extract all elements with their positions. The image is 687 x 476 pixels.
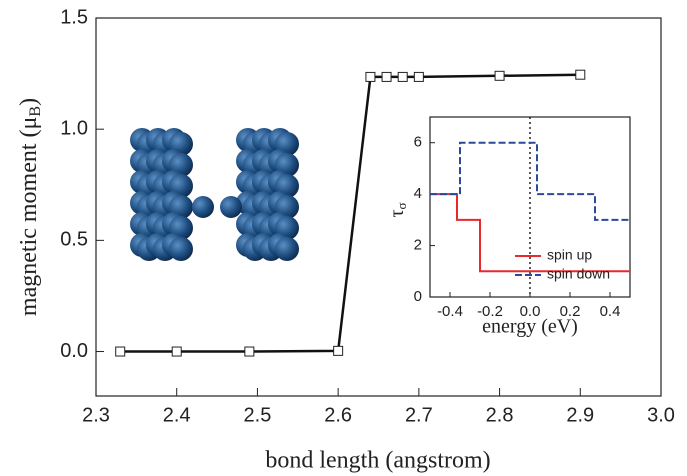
x-tick-label: 0.4: [600, 303, 621, 320]
data-marker: [494, 70, 505, 81]
x-tick-label: -0.2: [477, 303, 503, 320]
y-tick-label: 6: [414, 134, 422, 151]
x-tick-label: 0.0: [520, 303, 541, 320]
data-marker: [365, 71, 376, 82]
atom: [192, 196, 214, 218]
x-tick-label: 2.5: [244, 404, 272, 426]
data-marker: [244, 346, 255, 357]
plot-frame: [95, 17, 662, 397]
data-line: [120, 73, 581, 353]
legend-label: spin down: [547, 266, 610, 282]
atom: [275, 237, 299, 261]
data-marker: [575, 69, 586, 80]
x-axis-label: bond length (angstrom): [265, 448, 490, 474]
x-tick-label: 2.4: [163, 404, 191, 426]
x-tick-label: 2.8: [486, 404, 514, 426]
y-tick-label: 1.0: [60, 117, 88, 139]
inset-x-axis-label: energy (eV): [482, 316, 578, 338]
y-tick-label: 4: [414, 185, 422, 202]
y-tick-label: 2: [414, 237, 422, 254]
x-tick-label: 3.0: [647, 404, 675, 426]
data-marker: [397, 71, 408, 82]
data-marker: [171, 346, 182, 357]
data-marker: [115, 346, 126, 357]
inset-y-axis-label: τσ: [386, 202, 409, 217]
legend-label: spin up: [547, 247, 592, 263]
x-tick-label: 2.7: [405, 404, 433, 426]
data-marker: [413, 71, 424, 82]
x-tick-label: 2.6: [324, 404, 352, 426]
x-tick-label: -0.4: [437, 303, 463, 320]
x-tick-label: 0.2: [560, 303, 581, 320]
x-tick-label: 2.9: [566, 404, 594, 426]
atom: [169, 237, 193, 261]
atom-illustration: [130, 128, 299, 261]
y-tick-label: 0.0: [60, 340, 88, 362]
y-axis-label: magnetic moment (μB): [16, 98, 44, 316]
data-marker: [381, 71, 392, 82]
data-line: [430, 141, 630, 221]
y-tick-label: 0.5: [60, 229, 88, 251]
y-tick-label: 1.5: [60, 6, 88, 28]
atom: [220, 196, 242, 218]
x-tick-label: 2.3: [82, 404, 110, 426]
y-tick-label: 0: [414, 288, 422, 305]
data-marker: [333, 345, 344, 356]
